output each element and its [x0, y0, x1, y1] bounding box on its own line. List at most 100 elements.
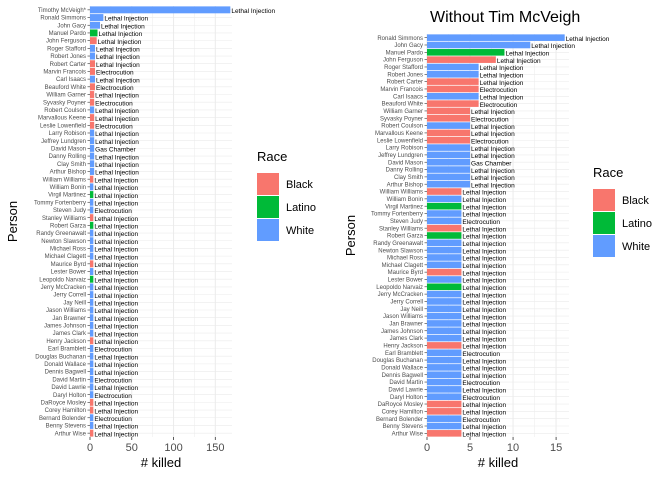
x-tick-label: 10 [507, 442, 519, 454]
bar [427, 415, 462, 422]
bar-label: Lethal Injection [96, 77, 140, 84]
bar-label: Lethal Injection [94, 408, 138, 415]
y-tick-label: Clay Smith [57, 162, 86, 168]
y-axis-title: Person [343, 215, 358, 256]
bar-label: Lethal Injection [462, 402, 506, 409]
y-tick-label: Tommy Fortenberry [34, 200, 86, 206]
y-tick-label: John Gacy [394, 43, 423, 49]
bar [90, 21, 101, 29]
y-tick-label: Beauford White [45, 85, 87, 91]
y-tick-label: Benny Stevens [383, 424, 423, 430]
bar [90, 29, 98, 37]
y-tick-label: Maurice Byrd [51, 262, 86, 268]
y-tick-label: Marvallous Keene [38, 116, 87, 122]
bar-label: Electrocution [95, 123, 133, 130]
legend-key-white [257, 219, 279, 241]
y-tick-label: DaRoyce Mosley [378, 402, 423, 408]
bar-label: Gas Chamber [95, 147, 136, 154]
y-tick-label: Marvallous Keene [375, 131, 424, 137]
legend-title: Race [593, 165, 623, 180]
bar [90, 191, 94, 199]
bar [427, 122, 471, 129]
y-tick-label: Jeffrey Lundgren [41, 139, 86, 145]
bar-label: Lethal Injection [471, 168, 515, 175]
y-tick-label: Dennis Bagwell [382, 373, 423, 379]
bar-label: Lethal Injection [505, 51, 549, 58]
bar [427, 107, 471, 115]
y-tick-label: Robert Carter [50, 62, 86, 68]
bar [90, 391, 94, 399]
bar [90, 160, 95, 168]
legend-label: Latino [286, 202, 316, 214]
bar [90, 206, 94, 214]
y-tick-label: Michael Clagett [45, 254, 87, 260]
y-tick-label: Jerry Correll [53, 293, 86, 299]
x-tick-label: 100 [164, 442, 182, 454]
y-tick-label: Dennis Bagwell [45, 370, 86, 376]
y-tick-label: Carl Isaacs [393, 94, 423, 100]
bar [90, 252, 94, 260]
bar [90, 283, 94, 291]
bar [427, 356, 462, 364]
bar [427, 136, 471, 144]
bar-label: Lethal Injection [94, 239, 138, 246]
y-tick-label: Arthur Bishop [50, 170, 87, 176]
legend-key-latino [593, 212, 615, 234]
y-tick-label: Ronald Simmons [377, 36, 423, 42]
bar-label: Lethal Injection [462, 256, 506, 263]
bar [427, 430, 462, 437]
bar [427, 78, 479, 85]
bar-label: Lethal Injection [566, 36, 610, 43]
bar-label: Lethal Injection [94, 316, 138, 323]
bar-label: Electrocution [96, 85, 134, 92]
bar-label: Lethal Injection [462, 270, 506, 277]
y-tick-label: Virgil Martinez [385, 204, 423, 210]
chart-title: Without Tim McVeigh [430, 9, 580, 26]
y-tick-label: Jay Neill [400, 307, 423, 313]
bar [90, 137, 95, 145]
bar [427, 422, 462, 430]
x-tick-label: 150 [206, 442, 224, 454]
bar-label: Lethal Injection [462, 226, 506, 233]
bar-label: Electrocution [480, 87, 518, 94]
y-tick-label: Jason Williams [46, 308, 86, 314]
bar [427, 349, 462, 357]
bar [427, 114, 471, 122]
bar-label: Lethal Injection [462, 424, 506, 431]
bar [90, 60, 96, 68]
bar-label: Lethal Injection [94, 362, 138, 369]
y-tick-label: Larry Robison [49, 131, 86, 137]
bar-label: Lethal Injection [99, 31, 143, 38]
legend-label: Latino [622, 218, 652, 230]
y-tick-label: Syvasky Poyner [43, 100, 86, 106]
bar-label: Lethal Injection [94, 331, 138, 338]
y-tick-label: Maurice Byrd [388, 270, 423, 276]
bar [90, 67, 96, 75]
y-tick-label: Steven Judy [390, 219, 423, 225]
bar [90, 175, 94, 183]
y-tick-label: Jerry McCracken [378, 292, 423, 298]
bar-label: Electrocution [94, 377, 132, 384]
bar-label: Lethal Injection [94, 224, 138, 231]
bar-label: Lethal Injection [462, 241, 506, 248]
bar-label: Lethal Injection [480, 65, 524, 72]
bar-label: Lethal Injection [101, 23, 145, 30]
y-tick-label: Henry Jackson [46, 339, 86, 345]
bar [90, 421, 94, 429]
bar [427, 232, 462, 239]
y-tick-label: Leslie Lowenfield [377, 138, 423, 144]
y-tick-label: John Gacy [57, 23, 86, 29]
bar [90, 429, 94, 437]
bar-label: Lethal Injection [480, 73, 524, 80]
y-tick-label: Donald Wallace [44, 362, 86, 368]
y-tick-label: James Clark [390, 336, 424, 342]
y-tick-label: Virgil Martinez [48, 193, 86, 199]
bar-label: Lethal Injection [94, 385, 138, 392]
bar-label: Lethal Injection [462, 300, 506, 307]
bar-label: Lethal Injection [95, 154, 139, 161]
bar-label: Lethal Injection [94, 339, 138, 346]
legend-label: Black [622, 195, 649, 207]
bar-label: Lethal Injection [94, 193, 138, 200]
bar-label: Electrocution [471, 138, 509, 145]
